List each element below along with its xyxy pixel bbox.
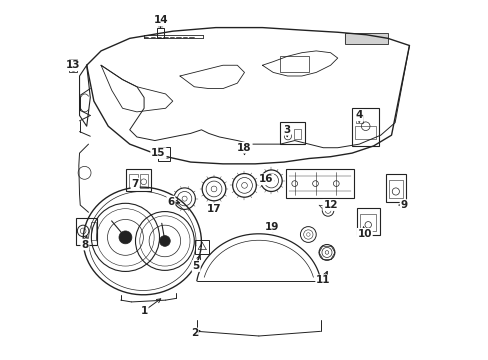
Text: 16: 16 (258, 174, 273, 184)
Bar (69, 59, 77, 72)
Bar (280, 122, 304, 144)
Bar (351, 108, 378, 146)
Bar (293, 129, 301, 139)
Text: 8: 8 (81, 239, 88, 249)
Bar (344, 33, 387, 44)
Bar (195, 240, 209, 254)
Text: 14: 14 (154, 15, 168, 26)
Text: 18: 18 (237, 143, 251, 153)
Bar (76, 218, 97, 244)
Text: 5: 5 (192, 261, 199, 271)
Bar (386, 174, 405, 202)
Bar (91, 222, 96, 240)
Text: 1: 1 (140, 306, 147, 316)
Bar (126, 169, 150, 191)
Text: 19: 19 (265, 222, 279, 231)
Circle shape (119, 231, 132, 244)
Text: 11: 11 (316, 275, 330, 285)
Text: 6: 6 (167, 197, 174, 207)
Circle shape (159, 235, 170, 246)
Text: 2: 2 (190, 328, 198, 338)
Text: 3: 3 (283, 125, 290, 135)
Bar (156, 28, 163, 39)
Text: 15: 15 (151, 148, 165, 158)
Bar (355, 115, 362, 123)
Bar (140, 174, 147, 188)
Bar (354, 126, 375, 139)
Text: 7: 7 (131, 179, 139, 189)
Bar (360, 214, 375, 231)
Bar (285, 169, 353, 198)
Text: 13: 13 (66, 60, 80, 70)
Bar (357, 208, 379, 234)
Text: 9: 9 (400, 200, 407, 210)
Text: 4: 4 (355, 111, 362, 121)
Bar (158, 147, 170, 161)
Bar (129, 174, 137, 188)
Text: 17: 17 (206, 204, 221, 214)
Text: 12: 12 (323, 200, 337, 210)
Text: 10: 10 (357, 229, 371, 239)
Bar (388, 180, 402, 198)
Bar (280, 56, 308, 72)
